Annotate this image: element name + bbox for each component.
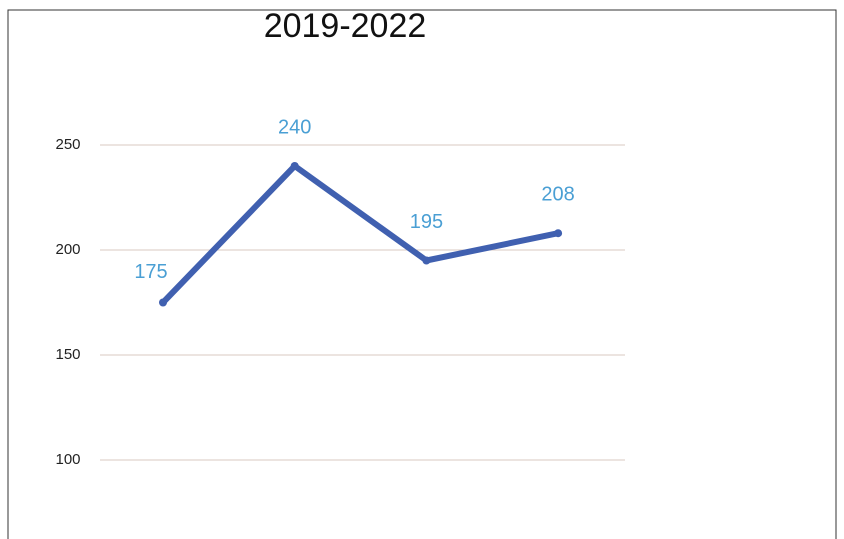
y-tick-label: 250 [55,136,80,153]
frame [7,9,837,539]
chart-title: 2019-2022 [264,7,427,45]
data-label: 195 [410,211,443,233]
data-point [422,256,431,265]
data-point [554,229,563,238]
data-point [159,298,167,307]
y-tick-label: 150 [55,346,80,363]
y-tick-label: 200 [55,241,80,258]
data-line [160,163,562,306]
data-label: 175 [134,261,167,283]
y-tick-label: 100 [55,451,80,468]
data-label: 208 [541,183,574,205]
data-label: 240 [278,116,311,138]
data-point [290,162,299,170]
